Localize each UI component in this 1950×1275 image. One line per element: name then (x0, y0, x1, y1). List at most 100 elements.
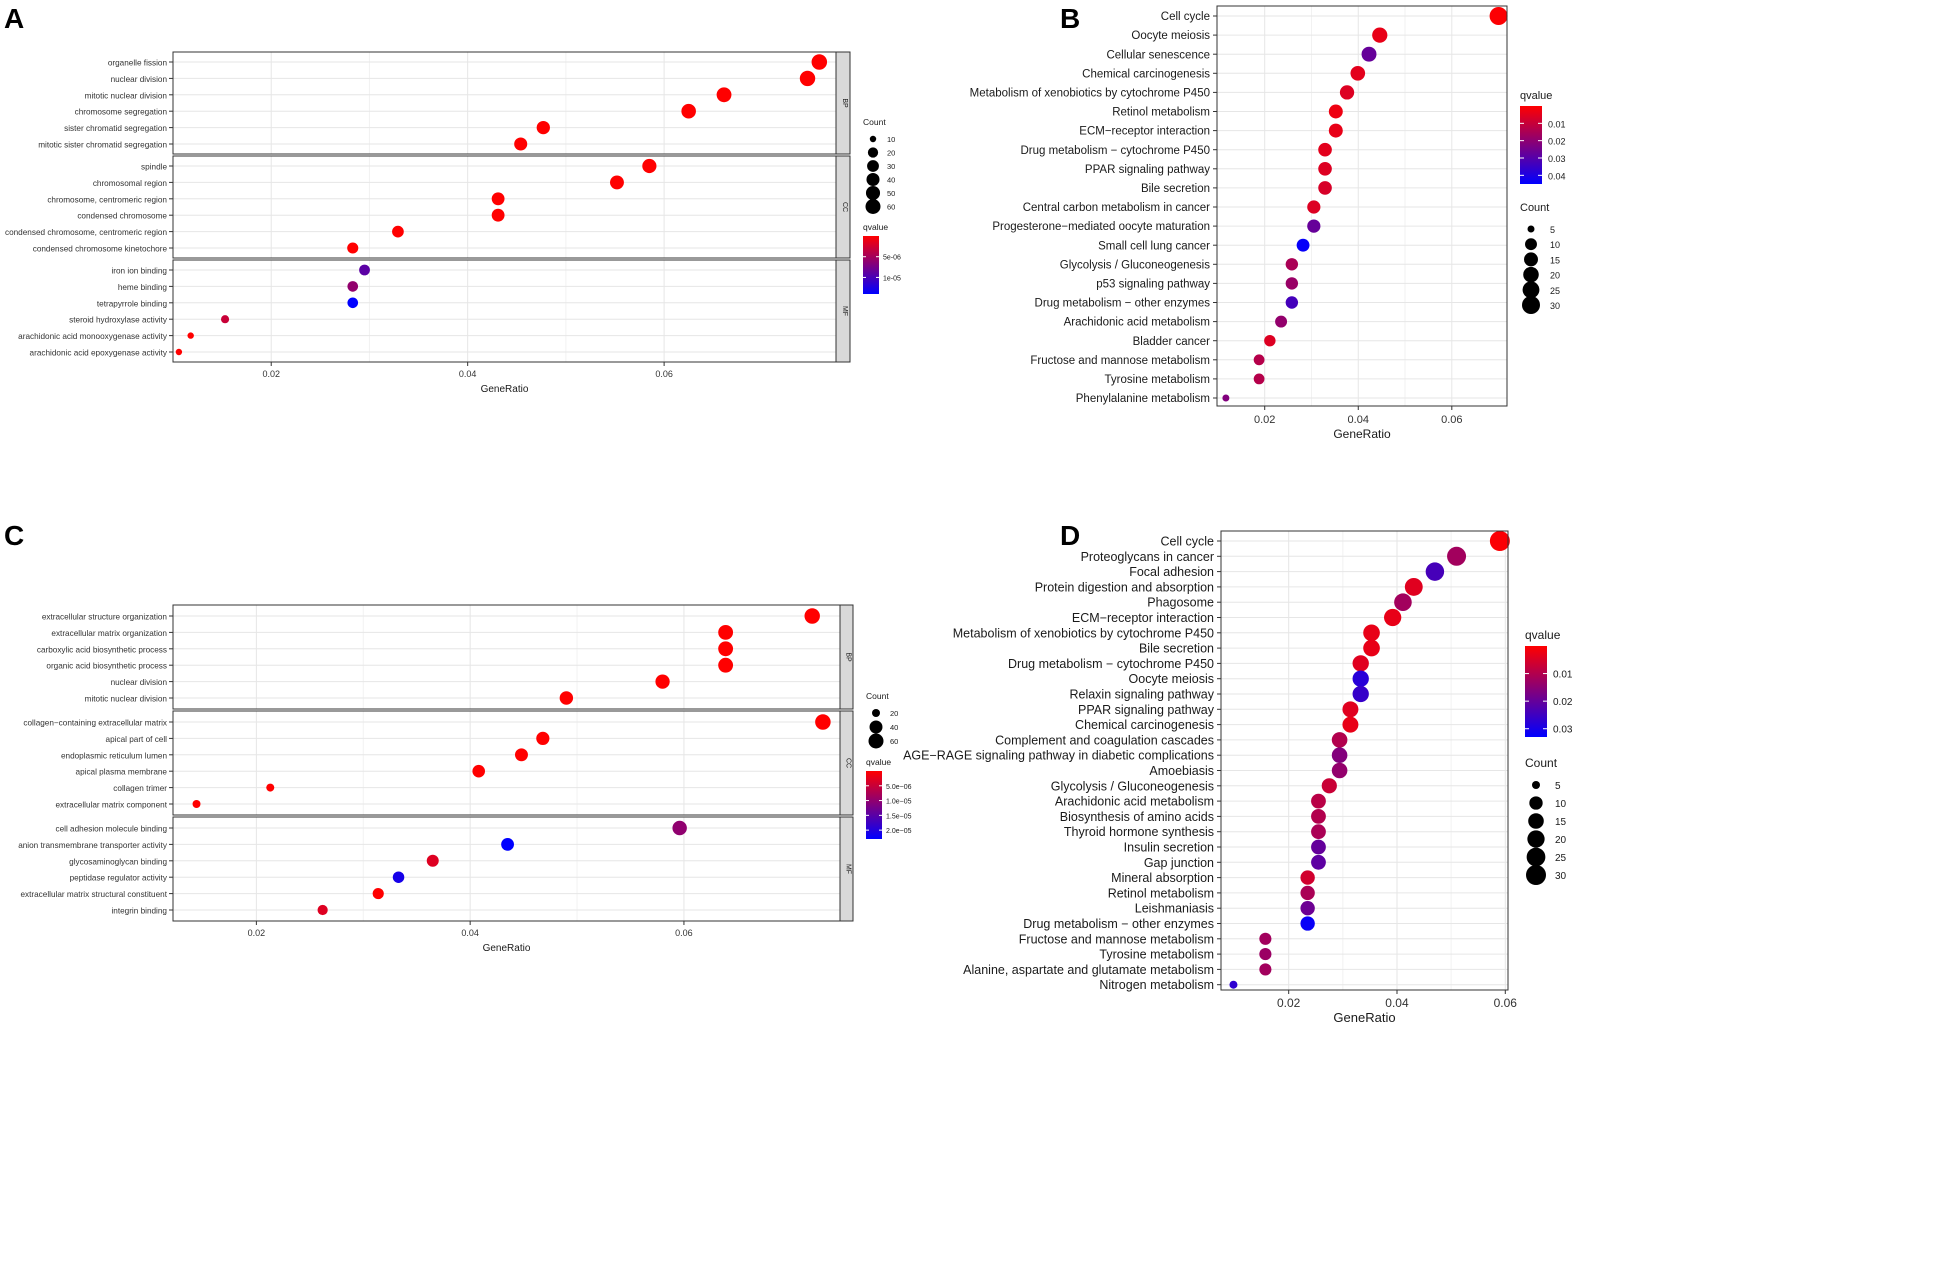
legend-count-title: Count (863, 117, 886, 127)
x-tick-label: 0.02 (1277, 996, 1301, 1010)
data-point (1363, 639, 1380, 657)
term-label: extracellular matrix organization (51, 629, 167, 638)
legend-qvalue-title: qvalue (1525, 628, 1561, 642)
term-label: Insulin secretion (1124, 841, 1214, 855)
legend-count-dot (872, 709, 880, 717)
term-label: Chemical carcinogenesis (1082, 68, 1210, 80)
data-point (347, 297, 359, 309)
term-label: Retinol metabolism (1112, 107, 1210, 119)
legend-count-label: 20 (1550, 271, 1560, 281)
legend-qvalue-label: 0.02 (1553, 697, 1573, 708)
term-label: AGE−RAGE signaling pathway in diabetic c… (903, 749, 1214, 763)
legend-count-dot (1529, 796, 1543, 810)
term-label: arachidonic acid epoxygenase activity (30, 349, 168, 358)
term-label: Oocyte meiosis (1129, 672, 1214, 686)
data-point (1489, 531, 1510, 551)
data-point (1352, 655, 1369, 672)
legend-count-label: 60 (887, 203, 895, 212)
term-label: chromosomal region (93, 179, 168, 188)
legend-count-dot (868, 733, 884, 749)
term-label: Drug metabolism − other enzymes (1035, 298, 1211, 310)
term-label: Alanine, aspartate and glutamate metabol… (963, 963, 1214, 977)
data-point (192, 800, 201, 808)
x-tick-label: 0.06 (675, 928, 693, 938)
data-point (1259, 932, 1272, 945)
term-label: Bladder cancer (1133, 336, 1211, 348)
data-point (1259, 963, 1272, 976)
data-point (1311, 854, 1326, 870)
data-point (1275, 315, 1288, 328)
term-label: Progesterone−mediated oocyte maturation (992, 221, 1210, 233)
data-point (642, 158, 657, 174)
data-point (266, 783, 275, 792)
legend-count-dot (869, 135, 877, 143)
term-label: extracellular matrix component (56, 801, 168, 810)
data-point (1285, 258, 1299, 271)
data-point (1425, 562, 1445, 581)
term-label: Bile secretion (1141, 183, 1210, 195)
term-label: Protein digestion and absorption (1035, 580, 1214, 594)
x-axis-title: GeneRatio (1333, 1010, 1395, 1025)
data-point (1447, 546, 1467, 566)
data-point (1363, 624, 1380, 642)
term-label: iron ion binding (111, 267, 167, 276)
facet-strip-label: MF (845, 864, 852, 874)
term-label: ECM−receptor interaction (1079, 126, 1210, 138)
data-point (610, 175, 624, 190)
plot-border (1220, 530, 1509, 991)
facet-background (173, 605, 840, 709)
term-label: condensed chromosome kinetochore (33, 245, 168, 254)
legend-qvalue-bar (1525, 646, 1547, 737)
term-label: Drug metabolism − other enzymes (1023, 917, 1214, 931)
term-label: nuclear division (111, 75, 168, 84)
facet-strip-label: BP (845, 652, 852, 662)
data-point (1307, 200, 1321, 214)
term-label: Central carbon metabolism in cancer (1023, 202, 1210, 214)
legend-count-dot (1522, 281, 1540, 299)
term-label: arachidonic acid monooxygenase activity (18, 332, 168, 341)
term-label: sister chromatid segregation (64, 124, 167, 133)
legend-count-label: 5 (1550, 225, 1555, 235)
legend-count-dot (1527, 830, 1545, 848)
data-point (536, 731, 550, 745)
facet-background (173, 260, 836, 362)
data-point (536, 120, 550, 135)
legend-count-label: 10 (1550, 240, 1560, 250)
data-point (220, 315, 230, 324)
data-point (1300, 901, 1315, 916)
term-label: Nitrogen metabolism (1099, 978, 1214, 992)
legend-count-dot (867, 147, 879, 158)
data-point (514, 137, 528, 151)
term-label: chromosome segregation (75, 108, 168, 117)
data-point (1311, 839, 1326, 855)
term-label: Bile secretion (1139, 642, 1214, 656)
legend-count-label: 5 (1555, 781, 1561, 792)
panel-b: Cell cycle Oocyte meiosis Cellular senesce… (970, 5, 1566, 441)
term-label: Retinol metabolism (1108, 886, 1214, 900)
data-point (1318, 162, 1332, 176)
data-point (559, 691, 574, 705)
legend-count-dot (1524, 252, 1538, 267)
term-label: endoplasmic reticulum lumen (61, 751, 167, 760)
x-tick-label: 0.06 (1494, 996, 1518, 1010)
term-label: Oocyte meiosis (1131, 30, 1210, 42)
term-label: Gap junction (1144, 856, 1214, 870)
data-point (514, 748, 528, 762)
data-point (799, 70, 816, 87)
term-label: organic acid biosynthetic process (46, 662, 167, 671)
legend-count-dot (866, 172, 880, 187)
data-point (359, 264, 370, 276)
x-tick-label: 0.04 (461, 928, 479, 938)
term-label: peptidase regulator activity (70, 874, 168, 883)
term-label: integrin binding (111, 907, 167, 916)
facet-strip-label: MF (841, 306, 848, 316)
term-label: steroid hydroxylase activity (69, 316, 168, 325)
data-point (1331, 762, 1348, 779)
term-label: mitotic sister chromatid segregation (38, 141, 167, 150)
legend-count-title: Count (1525, 756, 1558, 770)
term-label: Drug metabolism − cytochrome P450 (1008, 657, 1214, 671)
x-axis-title: GeneRatio (481, 384, 529, 395)
legend-count-dot (1527, 225, 1535, 233)
term-label: PPAR signaling pathway (1078, 703, 1215, 717)
legend-count-label: 60 (890, 737, 898, 746)
